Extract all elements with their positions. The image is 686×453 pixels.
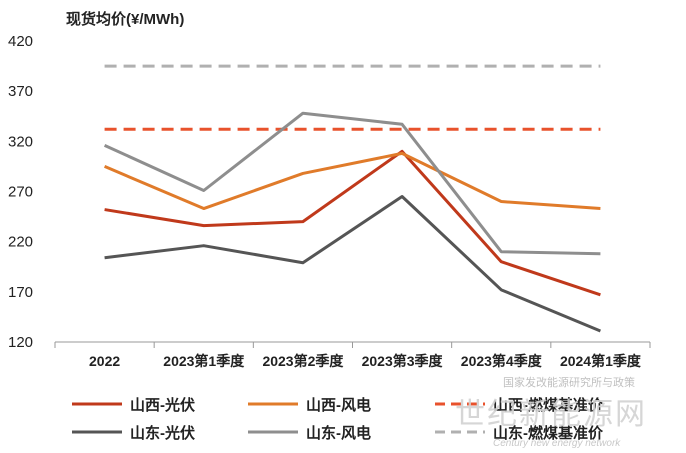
legend-label: 山东-风电	[306, 424, 371, 442]
watermark: 国家发改能源研究所与政策 世纪新能源网 Century new energy n…	[455, 375, 647, 449]
x-tick-label: 2022	[89, 353, 120, 369]
legend-label: 山西-光伏	[130, 396, 195, 414]
y-tick-label: 120	[8, 334, 33, 351]
watermark-line1: 国家发改能源研究所与政策	[503, 375, 635, 389]
x-tick-label: 2023第4季度	[461, 353, 543, 369]
x-ticks: 2022 2023第1季度 2023第2季度 2023第3季度 2023第4季度 2024…	[54, 342, 651, 369]
watermark-line3: Century new energy network	[493, 438, 621, 449]
watermark-line2: 世纪新能源网	[455, 398, 647, 431]
legend-label: 山东-光伏	[130, 424, 195, 442]
x-tick-label: 2023第2季度	[262, 353, 344, 369]
series-line	[103, 151, 601, 211]
y-ticks: 120 170 220 270 320 370 420	[8, 33, 33, 351]
legend-label: 山西-风电	[306, 396, 371, 414]
y-tick-label: 320	[8, 133, 33, 150]
series-line	[103, 111, 601, 256]
y-tick-label: 220	[8, 234, 33, 251]
y-axis-title: 现货均价(¥/MWh)	[66, 10, 184, 28]
x-tick-label: 2023第3季度	[362, 353, 444, 369]
y-tick-label: 370	[8, 83, 33, 100]
x-tick-label: 2023第1季度	[163, 353, 245, 369]
plot-lines	[103, 64, 601, 333]
series-line	[104, 195, 601, 333]
y-tick-label: 270	[8, 184, 33, 201]
x-tick-label: 2024第1季度	[560, 353, 642, 369]
series-line	[104, 149, 601, 297]
legend-label: 山西-燃煤基准价	[493, 396, 604, 414]
legend-label: 山东-燃煤基准价	[493, 424, 604, 442]
y-tick-label: 420	[8, 33, 33, 50]
y-tick-label: 170	[8, 284, 33, 301]
